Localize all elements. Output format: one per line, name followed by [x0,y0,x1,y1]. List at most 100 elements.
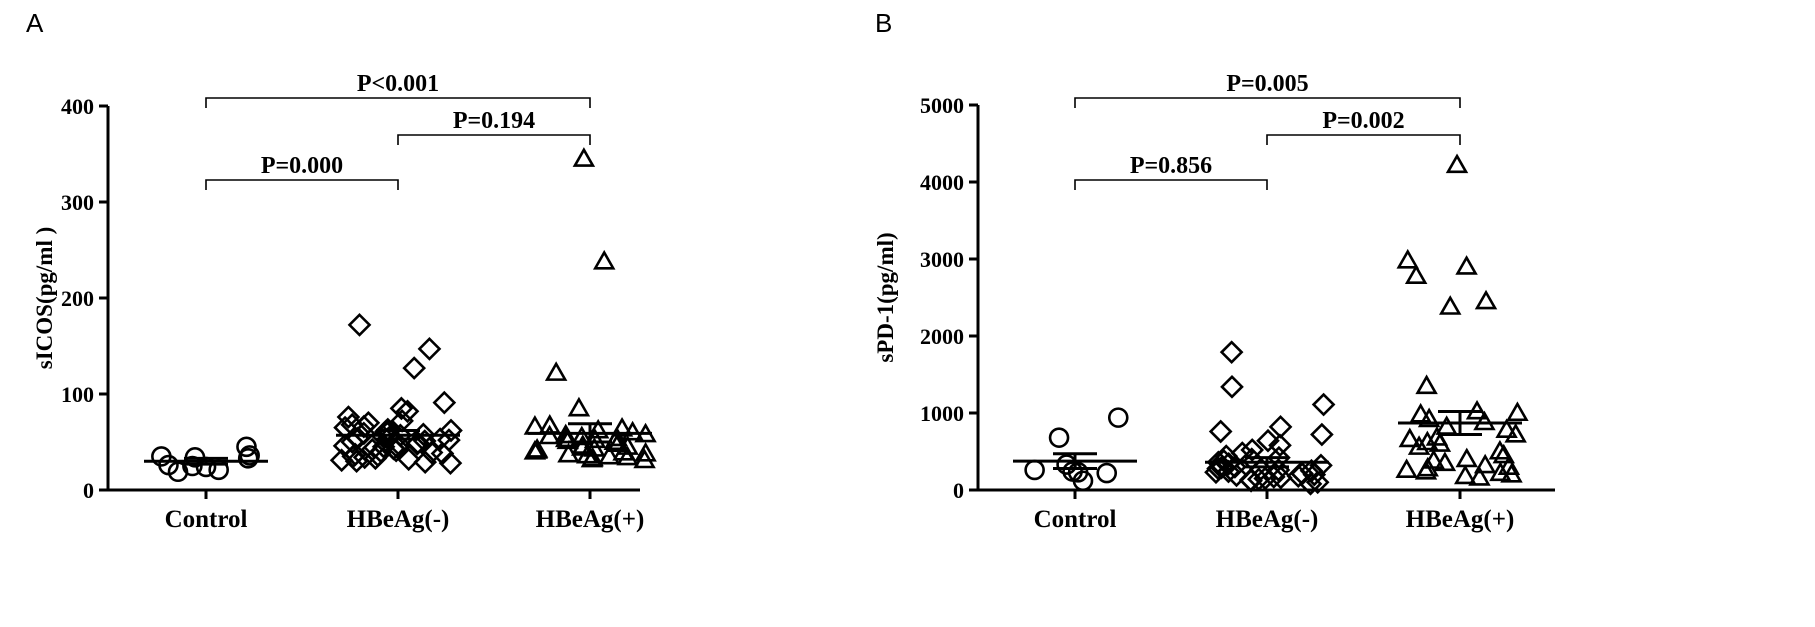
data-point [237,448,259,469]
data-point [1473,453,1497,474]
data-point [1468,466,1491,486]
data-point [396,447,421,472]
data-point [1488,439,1512,460]
data-point [1407,435,1431,455]
p-value-label: P=0.856 [1130,153,1212,179]
panel-letter: A [26,8,44,38]
data-point [1220,374,1244,399]
data-point [1268,433,1292,458]
x-category-label: HBeAg(+) [536,506,645,533]
data-point [1433,451,1457,472]
data-point [1286,464,1311,488]
data-point [1298,472,1323,496]
data-point [576,443,599,464]
data-point [384,438,408,463]
data-point [389,396,414,421]
data-point [1268,465,1293,490]
data-point [592,249,616,270]
data-point [1495,418,1518,438]
x-category-label: Control [165,506,248,533]
data-point [236,436,257,458]
data-point [1310,422,1334,447]
data-point [344,449,369,474]
data-point [439,418,463,443]
data-point [363,446,388,471]
panel-b: B 0 1000 2000 3000 4000 5000 sPD-1(pg/ml) Contro… [873,8,1555,533]
data-point [634,441,657,462]
y-axis-title: sICOS(pg/ml ) [32,227,57,370]
data-point [616,445,639,466]
data-point [1256,428,1280,453]
p-value-label: P<0.001 [357,71,439,97]
data-point [606,432,630,452]
data-point [413,450,438,474]
data-point [1404,264,1428,284]
data-point [1302,462,1327,487]
data-point [1208,419,1233,444]
data-point [1473,410,1496,431]
series-triangle [523,147,657,469]
y-tick-label: 100 [61,382,94,407]
data-point [1439,295,1462,315]
y-axis-title: sPD-1(pg/ml) [873,232,898,362]
data-point [1224,463,1249,488]
x-category-label: Control [1034,506,1117,533]
data-point [1435,415,1458,435]
data-point [1455,447,1478,468]
data-point [544,361,568,381]
data-point [621,420,644,441]
data-point [1497,455,1521,475]
data-point [1204,460,1228,485]
significance-bracket [397,134,591,145]
data-point [1409,402,1432,423]
data-point [1416,430,1439,451]
data-point [1414,459,1438,480]
data-point [1072,470,1094,492]
series-triangle [1395,153,1529,486]
data-point [523,415,547,435]
y-tick-label: 0 [83,478,94,503]
data-point [438,451,463,475]
data-point [1395,458,1418,479]
data-point [633,448,656,469]
data-point [1311,392,1336,417]
panel-letter: B [875,8,892,38]
panel-a: A 0 100 200 300 400 sICOS(pg/ml ) Control HBeAg(… [26,8,657,533]
x-category-label: HBeAg(-) [1216,506,1319,533]
data-point [167,461,189,483]
data-point [1417,407,1441,428]
p-value-label: P=0.002 [1322,108,1404,134]
series-diamond [329,313,463,475]
series-circle [144,436,268,483]
data-point [1398,427,1422,448]
x-category-label: HBeAg(+) [1406,506,1515,533]
data-point [580,447,604,468]
significance-bracket [1266,134,1461,145]
y-tick-label: 4000 [920,170,964,195]
data-point [1455,255,1478,275]
y-tick-label: 2000 [920,324,964,349]
y-tick-label: 1000 [920,401,964,426]
data-point [1268,415,1293,439]
data-point [1474,289,1498,310]
data-point [1506,401,1529,422]
data-point [610,416,634,437]
data-point [1239,468,1263,493]
significance-bracket [205,97,591,108]
series-diamond [1204,340,1336,496]
x-category-label: HBeAg(-) [347,506,450,533]
data-point [1096,462,1118,484]
data-point [329,448,354,473]
data-point [1415,374,1438,395]
data-point [432,390,457,415]
data-point [1305,470,1330,495]
data-point [1048,427,1070,448]
data-point [1453,464,1477,485]
data-point [1504,422,1527,443]
p-value-label: P=0.000 [261,153,343,179]
data-point [1500,462,1523,483]
data-point [336,405,361,429]
data-point [1492,443,1516,464]
y-tick-label: 0 [953,478,964,503]
data-point [597,444,621,465]
